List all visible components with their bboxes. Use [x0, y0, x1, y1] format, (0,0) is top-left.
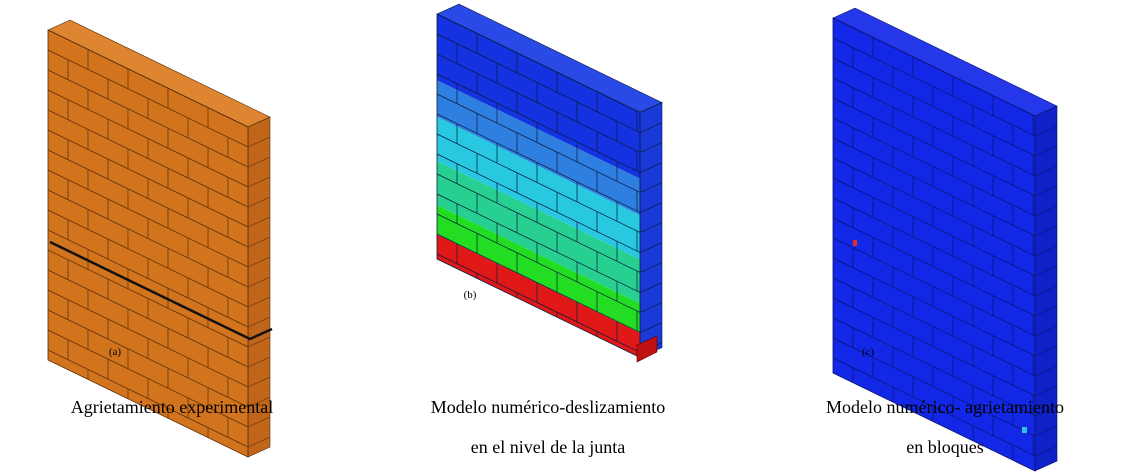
- panel-label: (b): [464, 289, 477, 301]
- wall: [437, 4, 662, 362]
- marker: [853, 240, 857, 246]
- caption: en bloques: [906, 437, 983, 457]
- wall: [48, 20, 272, 457]
- wall-side: [640, 103, 662, 358]
- caption: en el nivel de la junta: [471, 437, 625, 457]
- panel-label: (c): [862, 346, 875, 358]
- caption: Modelo numérico- agrietamiento: [826, 397, 1064, 417]
- figure: (a) (b) (c) Agrietamiento experimental M…: [0, 0, 1130, 473]
- panel-label: (a): [109, 346, 122, 358]
- wall-front: [437, 14, 640, 357]
- caption: Agrietamiento experimental: [71, 397, 273, 417]
- caption: Modelo numérico-deslizamiento: [431, 397, 665, 417]
- marker: [1022, 427, 1027, 433]
